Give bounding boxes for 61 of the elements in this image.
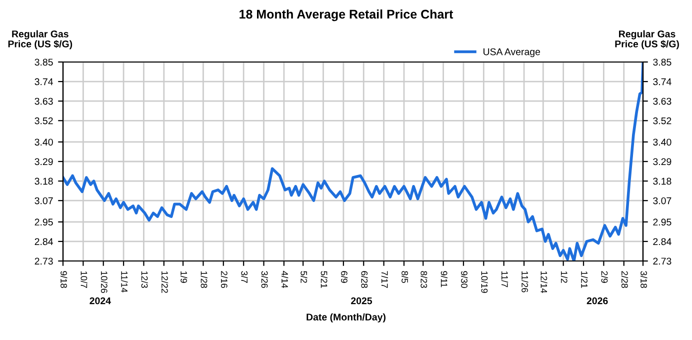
- x-tick-label: 11/26: [522, 271, 528, 292]
- x-tick-label: 12/14: [540, 271, 548, 294]
- chart-title: 18 Month Average Retail Price Chart: [240, 9, 454, 22]
- y2-tick-label: 3.52: [653, 117, 672, 124]
- line-series: [63, 62, 643, 261]
- x-tick-label: 5/21: [320, 271, 328, 288]
- x-tick-label: 1/21: [581, 271, 588, 288]
- x-tick-label: 1/9: [180, 271, 188, 283]
- y-tick-label: 2.73: [34, 258, 53, 265]
- y2-tick-label: 2.73: [653, 258, 672, 265]
- y2-tick-label: 3.63: [653, 98, 672, 105]
- x-tick-label: 10/26: [100, 271, 108, 293]
- y-tick-label: 2.95: [34, 218, 53, 226]
- x-tick-label: 3/26: [261, 271, 268, 288]
- x-tick-label: 5/2: [300, 271, 308, 283]
- x-tick-label: 2/9: [601, 271, 608, 283]
- y2-axis-title: Regular Gas Price (US $/G): [615, 30, 679, 50]
- x-tick-label: 9/11: [440, 271, 448, 288]
- x-tick-label: 10/19: [481, 271, 488, 293]
- x-tick-label: 3/18: [640, 271, 648, 288]
- x-tick-label: 6/28: [361, 271, 368, 288]
- x-tick-label: 4/14: [282, 270, 288, 288]
- y2-tick-label: 3.29: [653, 158, 672, 166]
- y2-tick-label: 3.40: [653, 138, 672, 146]
- x-tick-label: 9/18: [60, 271, 68, 288]
- x2-tick-label: 2025: [351, 297, 372, 304]
- x-tick-label: 11/14: [121, 271, 128, 292]
- x-tick-label: 12/22: [161, 271, 168, 293]
- x-tick-label: 8/5: [402, 271, 408, 283]
- y2-tick-label: 3.85: [653, 58, 672, 66]
- y-tick-label: 2.84: [34, 238, 53, 246]
- x-tick-label: 2/28: [621, 271, 628, 288]
- x-axis-title: Date (Month/Day): [306, 313, 386, 322]
- x-tick-label: 3/7: [241, 271, 248, 283]
- y2-tick-label: 3.18: [653, 178, 672, 185]
- y2-tick-label: 3.07: [653, 197, 672, 204]
- x2-tick-label: 2024: [90, 297, 111, 304]
- x-tick-label: 2/16: [220, 271, 228, 288]
- x2-tick-label: 2026: [586, 297, 608, 304]
- y-tick-label: 3.07: [34, 197, 53, 204]
- y-tick-label: 3.63: [34, 98, 53, 105]
- y2-tick-label: 2.95: [653, 218, 672, 226]
- y-tick-label: 3.18: [34, 178, 53, 185]
- x-tick-label: 7/17: [381, 271, 388, 288]
- y-tick-label: 3.29: [34, 158, 53, 166]
- x-tick-label: 12/3: [141, 271, 148, 288]
- y-tick-label: 3.52: [34, 117, 53, 124]
- x-tick-label: 1/28: [200, 271, 208, 288]
- y-tick-label: 3.85: [34, 58, 53, 66]
- x-tick-label: 6/9: [341, 271, 348, 283]
- x-tick-label: 1/2: [560, 271, 568, 283]
- y2-tick-label: 3.74: [653, 78, 672, 86]
- y-tick-label: 3.40: [34, 138, 53, 146]
- x-tick-label: 11/7: [501, 271, 508, 288]
- x-tick-label: 9/30: [461, 271, 468, 288]
- x-tick-label: 8/23: [420, 271, 428, 288]
- y-tick-label: 3.74: [34, 78, 53, 86]
- y-axis-title: Regular Gas Price (US $/G): [8, 30, 72, 50]
- y2-tick-label: 2.84: [653, 238, 672, 246]
- x-tick-label: 10/7: [80, 271, 88, 288]
- legend-label: USA Average: [484, 48, 540, 58]
